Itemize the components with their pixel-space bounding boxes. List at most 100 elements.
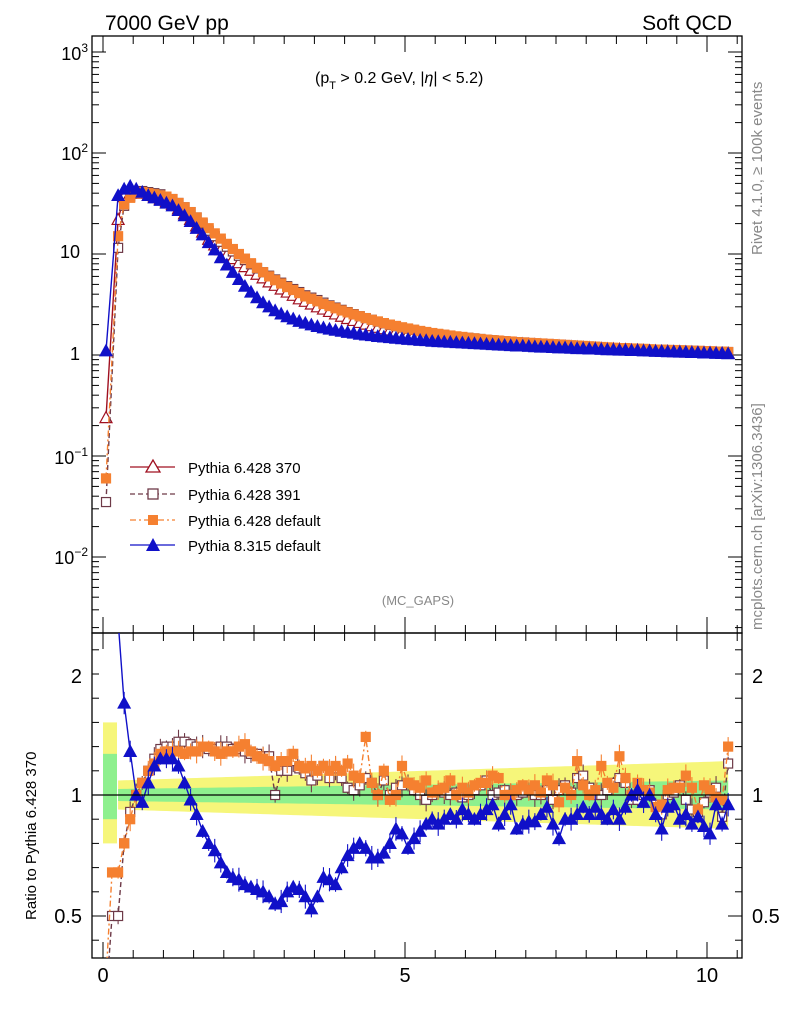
ratio-point-1-78 bbox=[572, 756, 583, 767]
ratio-point-1-39 bbox=[336, 765, 347, 776]
main-point-2-17 bbox=[209, 228, 220, 239]
x-tick-labels: 0 5 10 bbox=[97, 965, 718, 987]
y-tick-1: 1 bbox=[70, 344, 80, 364]
ratio-point-2-37 bbox=[322, 872, 337, 886]
legend-label-1: Pythia 6.428 391 bbox=[188, 487, 301, 504]
ratio-point-2-20 bbox=[219, 865, 234, 879]
ratio-point-0-2 bbox=[112, 910, 124, 922]
ratio-point-2-38 bbox=[328, 877, 343, 891]
ratio-point-2-46 bbox=[376, 845, 391, 859]
ratio-point-2-78 bbox=[570, 807, 585, 820]
ratio-point-2-64 bbox=[485, 797, 500, 811]
ratio-point-2-42 bbox=[352, 836, 367, 850]
ratio-point-2-40 bbox=[340, 848, 355, 862]
ratio-point-2-26 bbox=[256, 884, 271, 898]
ratio-point-1-31 bbox=[288, 748, 299, 759]
main-point-3-25 bbox=[256, 295, 271, 309]
ratio-point-2-74 bbox=[545, 816, 560, 830]
ratio-point-2-19 bbox=[213, 855, 228, 869]
ratio-point-2-65 bbox=[491, 816, 506, 830]
ratio-point-1-40 bbox=[342, 758, 353, 769]
legend-label-3: Pythia 8.315 default bbox=[188, 538, 321, 555]
ratio-point-1-85 bbox=[614, 751, 625, 762]
ratio-point-2-6 bbox=[135, 795, 150, 808]
ratio-point-2-102 bbox=[715, 816, 730, 830]
ratio-point-2-14 bbox=[183, 792, 198, 806]
ratio-point-2-50 bbox=[401, 840, 416, 854]
ratio-point-1-86 bbox=[620, 772, 631, 784]
ratio-point-1-23 bbox=[239, 739, 251, 750]
ratio-point-2-57 bbox=[443, 807, 458, 820]
ratio-point-1-65 bbox=[493, 772, 504, 784]
ratio-point-2-80 bbox=[582, 807, 597, 820]
ratio-point-1-3 bbox=[119, 838, 130, 849]
x-tick-5: 5 bbox=[399, 965, 410, 987]
ratio-point-2-75 bbox=[552, 831, 567, 845]
mcplots-label: mcplots.cern.ch [arXiv:1306.3436] bbox=[749, 403, 766, 630]
main-point-2-16 bbox=[203, 223, 214, 234]
main-point-1-0 bbox=[100, 496, 112, 508]
ratio-point-1-97 bbox=[686, 782, 698, 793]
ratio-point-0-99 bbox=[698, 797, 710, 808]
ratio-point-2-101 bbox=[709, 797, 724, 811]
y-tick-0.01: 10−2 bbox=[54, 545, 88, 568]
x-tick-10: 10 bbox=[696, 965, 718, 987]
ratio-y-tick-0.5: 0.5 bbox=[54, 906, 82, 928]
ratio-point-2-58 bbox=[449, 811, 464, 825]
main-point-2-18 bbox=[215, 233, 226, 244]
ratio-y-tick-1: 1 bbox=[71, 785, 82, 807]
main-point-3-17 bbox=[207, 242, 222, 256]
ratio-point-1-74 bbox=[547, 780, 559, 791]
title-right: Soft QCD bbox=[642, 12, 732, 35]
ratio-point-1-49 bbox=[396, 760, 408, 772]
x-tick-0: 0 bbox=[97, 965, 108, 987]
first-bin-band-green bbox=[103, 753, 117, 820]
cut-label: (pT > 0.2 GeV, |η| < 5.2) bbox=[315, 70, 483, 92]
ratio-point-2-85 bbox=[612, 811, 627, 825]
ratio-point-2-92 bbox=[654, 821, 669, 835]
ratio-point-2-3 bbox=[117, 695, 132, 709]
ratio-point-2-52 bbox=[413, 824, 428, 837]
ratio-point-2-17 bbox=[201, 836, 216, 850]
ratio-point-1-2 bbox=[112, 867, 124, 878]
ratio-point-2-67 bbox=[503, 797, 518, 811]
ratio-point-2-89 bbox=[636, 795, 651, 808]
main-point-3-19 bbox=[219, 257, 234, 271]
main-point-3-11 bbox=[171, 203, 186, 217]
ratio-point-1-52 bbox=[415, 782, 426, 793]
ratio-point-2-59 bbox=[455, 802, 470, 816]
analysis-tag: (MC_GAPS) bbox=[382, 593, 454, 608]
rivet-label: Rivet 4.1.0, ≥ 100k events bbox=[749, 82, 766, 255]
legend-entry-1: Pythia 6.428 391 bbox=[130, 487, 301, 504]
ratio-point-1-57 bbox=[445, 775, 456, 786]
ratio-point-2-73 bbox=[539, 799, 554, 813]
ratio-point-2-15 bbox=[189, 807, 204, 820]
ratio-point-2-22 bbox=[231, 872, 246, 886]
ratio-point-2-33 bbox=[298, 889, 313, 903]
legend-label-2: Pythia 6.428 default bbox=[188, 513, 321, 530]
main-point-3-21 bbox=[231, 272, 246, 286]
ratio-point-1-82 bbox=[596, 760, 607, 772]
ratio-point-2-18 bbox=[207, 843, 222, 857]
ratio-point-1-4 bbox=[125, 814, 136, 825]
main-point-3-10 bbox=[165, 198, 180, 212]
ratio-y-tick-2: 2 bbox=[71, 666, 82, 688]
ratio-point-2-43 bbox=[358, 840, 373, 854]
ratio-y-tick-right-0.5: 0.5 bbox=[752, 906, 780, 928]
title-left: 7000 GeV pp bbox=[105, 12, 229, 35]
ratio-point-2-8 bbox=[147, 758, 162, 772]
main-y-tick-labels: 103 102 10 1 10−1 10−2 bbox=[54, 41, 88, 568]
ratio-point-2-39 bbox=[334, 860, 349, 874]
ratio-point-2-12 bbox=[171, 758, 186, 772]
ratio-point-1-95 bbox=[674, 782, 685, 793]
legend-entry-0: Pythia 6.428 370 bbox=[130, 458, 301, 477]
ratio-point-1-42 bbox=[354, 772, 365, 784]
legend-entry-2: Pythia 6.428 default bbox=[130, 513, 321, 530]
main-point-3-14 bbox=[189, 220, 204, 234]
ratio-point-2-47 bbox=[382, 836, 397, 850]
main-point-3-18 bbox=[213, 250, 228, 264]
ratio-point-2-99 bbox=[696, 819, 711, 833]
ratio-point-2-54 bbox=[425, 811, 440, 825]
ratio-point-2-97 bbox=[684, 816, 699, 830]
main-point-3-16 bbox=[201, 235, 216, 249]
